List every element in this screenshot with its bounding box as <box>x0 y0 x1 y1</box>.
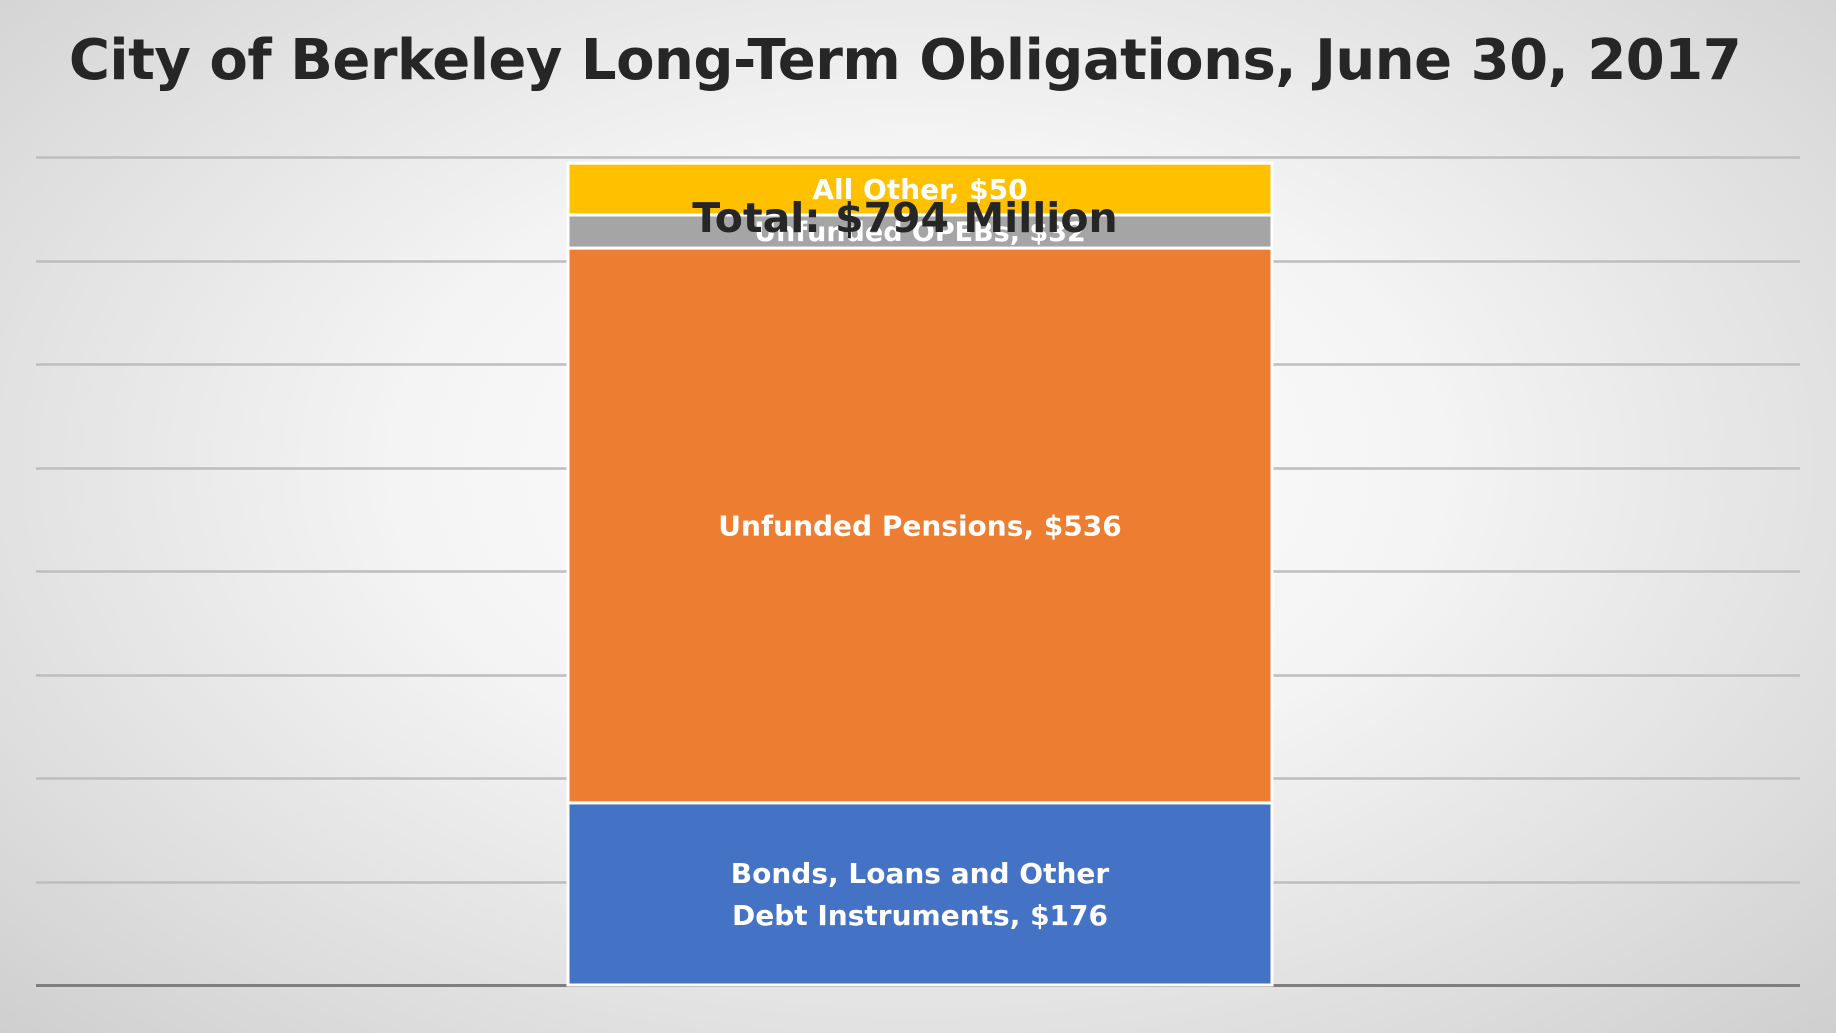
data-label-line: Bonds, Loans and Other <box>731 857 1110 890</box>
data-label-line: All Other, $50 <box>812 173 1027 206</box>
bar-segment-0 <box>566 801 1274 987</box>
data-label-3: All Other, $50 <box>812 173 1027 206</box>
bar-segment-1 <box>566 246 1274 805</box>
total-label: Total: $794 Million <box>692 194 1117 242</box>
data-labels: Bonds, Loans and Other Debt Instruments, … <box>718 173 1121 932</box>
data-label-line: Unfunded OPEBs, $32 <box>754 217 1086 248</box>
bar-segment-3 <box>566 161 1274 217</box>
data-label-line: Debt Instruments, $176 <box>732 899 1108 932</box>
data-label-2: Unfunded OPEBs, $32 <box>754 217 1086 248</box>
data-label-0: Bonds, Loans and Other Debt Instruments, … <box>731 857 1110 932</box>
data-label-1: Unfunded Pensions, $536 <box>718 510 1121 543</box>
data-label-line: Unfunded Pensions, $536 <box>718 510 1121 543</box>
chart-title: City of Berkeley Long-Term Obligations, … <box>68 28 1742 93</box>
bar-stack <box>566 161 1274 987</box>
